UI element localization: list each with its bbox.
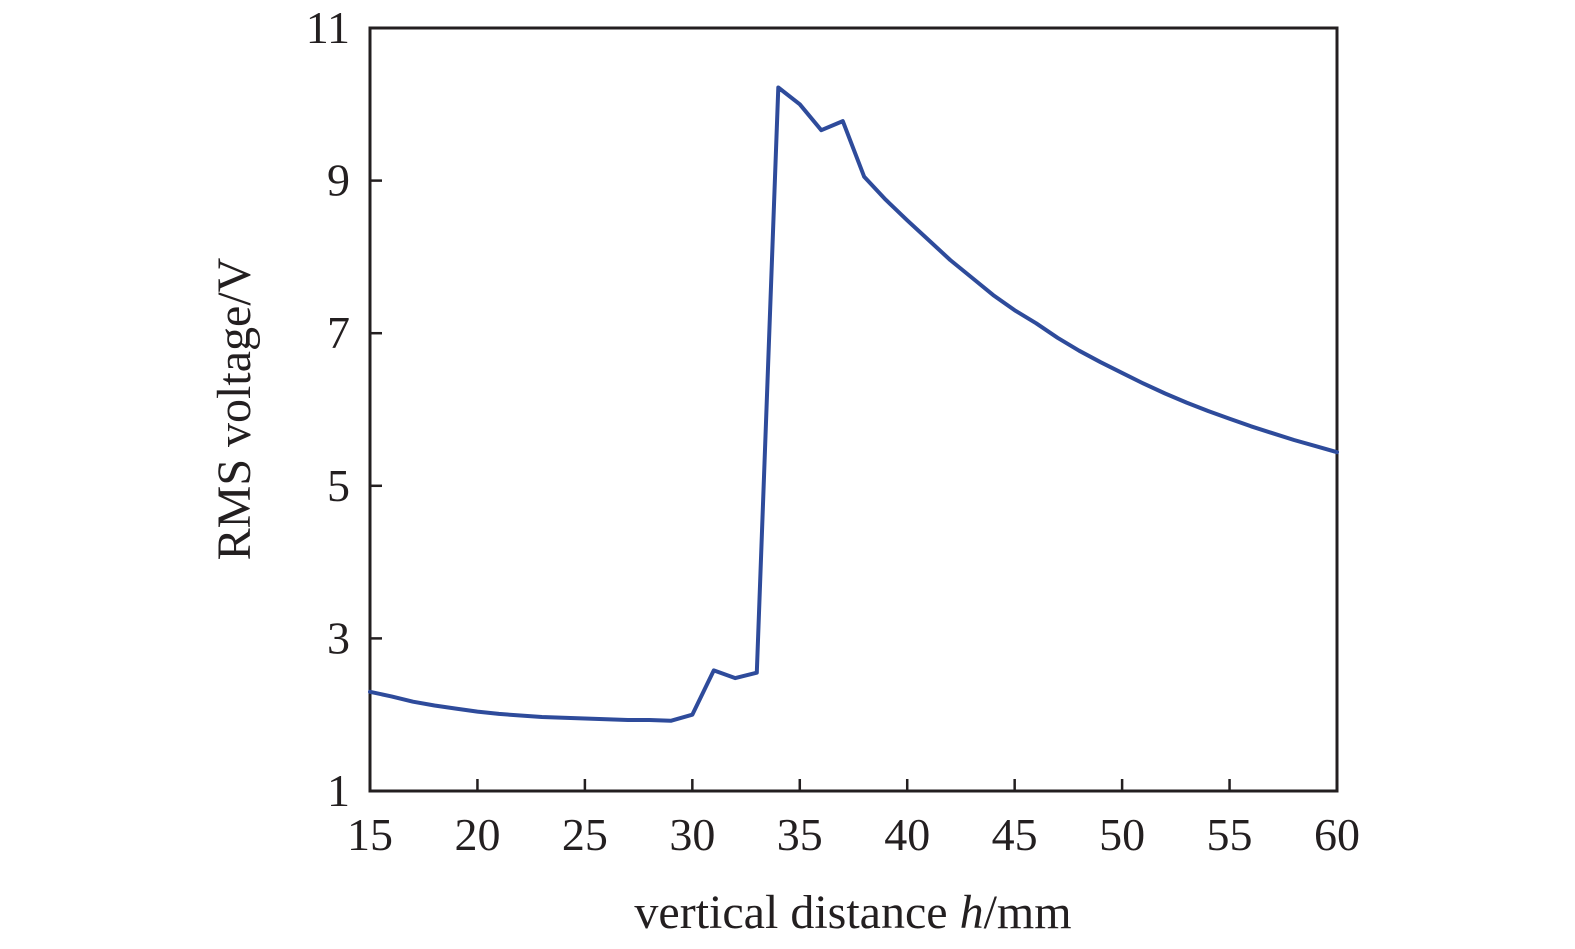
plot-frame — [368, 26, 1339, 793]
x-tick-label: 50 — [1099, 809, 1145, 860]
y-tick-label: 1 — [327, 765, 350, 816]
y-tick-label: 11 — [306, 2, 350, 53]
y-axis: 1 3 5 7 9 11 — [306, 2, 382, 816]
x-tick-label: 40 — [884, 809, 930, 860]
x-tick-label: 60 — [1314, 809, 1360, 860]
y-axis-title: RMS voltage/V — [208, 257, 261, 560]
x-tick-label: 35 — [777, 809, 823, 860]
x-tick-label: 30 — [669, 809, 715, 860]
x-tick-label: 45 — [992, 809, 1038, 860]
x-axis-title: vertical distance h/mm — [634, 886, 1071, 939]
x-axis: 15 20 25 30 35 40 45 50 55 60 — [347, 779, 1360, 860]
x-tick-label: 20 — [454, 809, 500, 860]
x-tick-label: 25 — [562, 809, 608, 860]
y-tick-label: 3 — [327, 612, 350, 663]
series-layer — [368, 85, 1339, 723]
y-tick-label: 5 — [327, 460, 350, 511]
y-tick-label: 9 — [327, 155, 350, 206]
y-tick-label: 7 — [327, 307, 350, 358]
series-line — [368, 85, 1339, 723]
x-tick-label: 15 — [347, 809, 393, 860]
x-tick-label: 55 — [1207, 809, 1253, 860]
